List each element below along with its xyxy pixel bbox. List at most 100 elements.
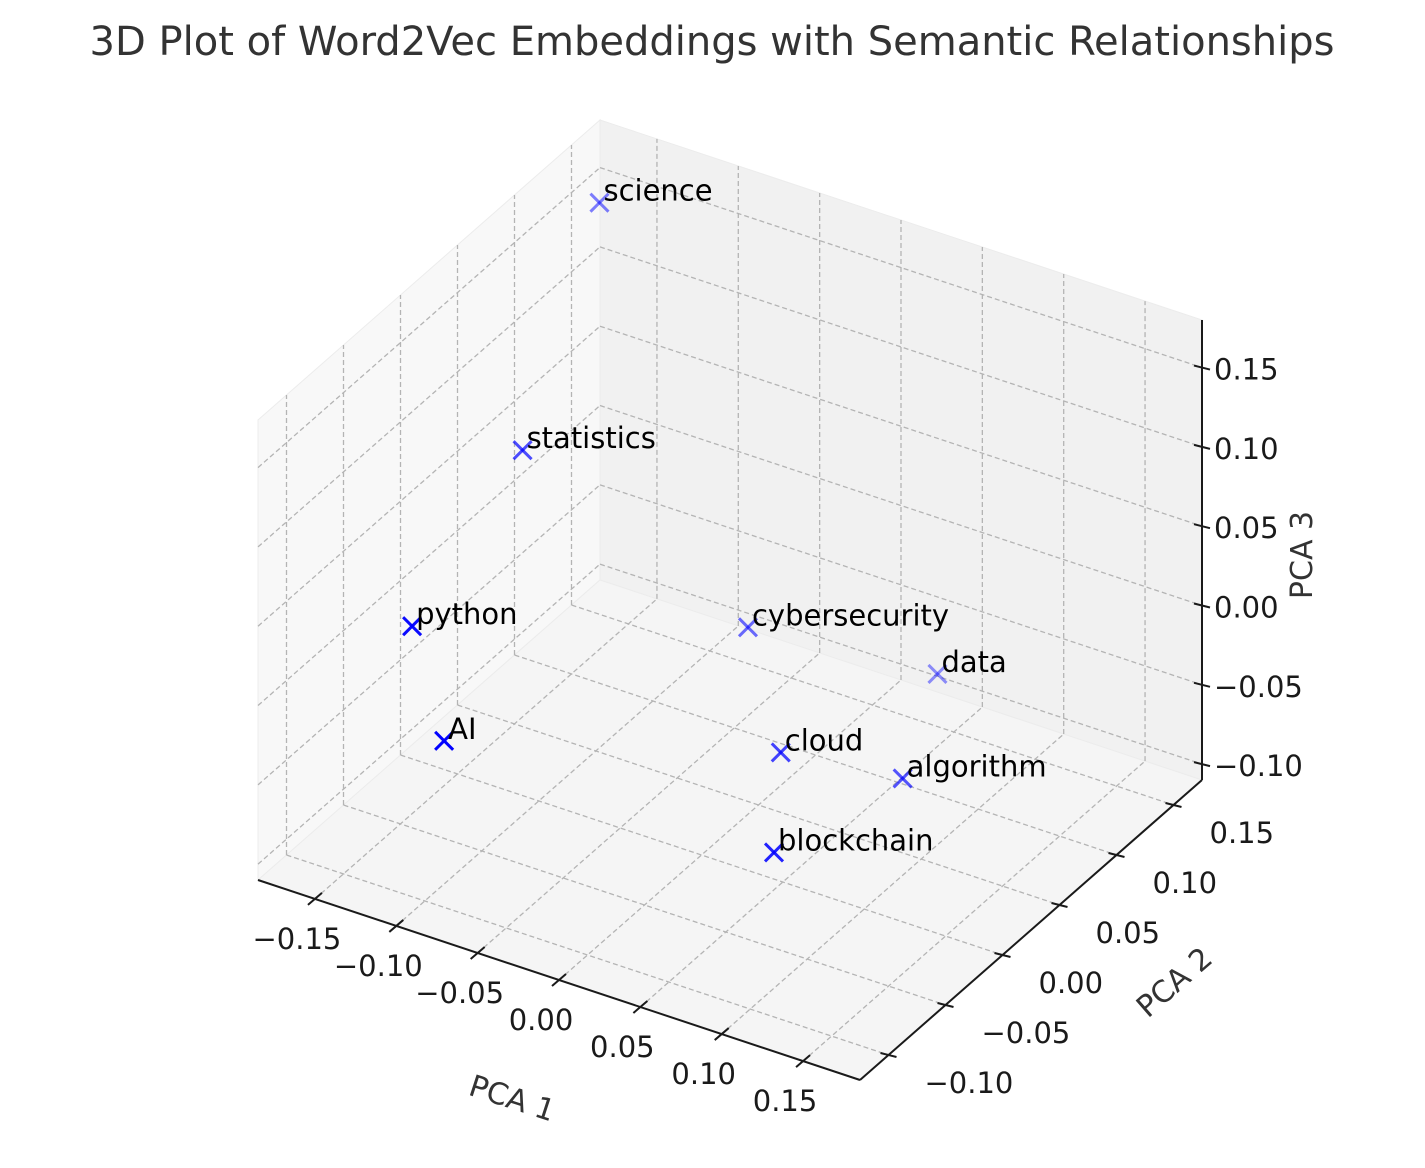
point-label: blockchain [778, 823, 933, 857]
point-label: data [941, 645, 1006, 679]
grid-z-left [257, 167, 601, 469]
grid-z-back [599, 484, 1203, 686]
grid-y-floor [343, 804, 946, 1006]
point-algorithm: algorithm [892, 749, 1047, 789]
x-tick-mark [795, 1054, 811, 1068]
point-label: statistics [527, 421, 656, 455]
y-tick-mark [1108, 852, 1125, 858]
grid-y-floor [571, 604, 1174, 806]
grid-z-back [599, 404, 1203, 607]
z-tick-label: 0.10 [1214, 432, 1279, 466]
y-tick-label: 0.00 [1039, 966, 1104, 1000]
x-tick-label: −0.05 [415, 976, 504, 1010]
grid-z-left [257, 405, 601, 707]
grid-z-back [599, 325, 1203, 527]
point-label: science [603, 174, 712, 208]
point-ai: AI [434, 712, 477, 751]
point-label: cloud [785, 723, 864, 757]
grid-x-floor [639, 706, 983, 1008]
x-tick-label: 0.10 [671, 1057, 736, 1091]
x-axis-label: PCA 1 [465, 1069, 560, 1130]
y-tick-label: 0.05 [1096, 916, 1161, 950]
y-tick-label: −0.05 [982, 1016, 1071, 1050]
y-tick-mark [994, 952, 1011, 958]
z-tick-label: 0.00 [1214, 591, 1279, 625]
y-axis-line [859, 779, 1203, 1081]
y-tick-mark [1051, 902, 1068, 908]
grid-z-left [257, 246, 601, 548]
tick-labels: −0.15−0.10−0.050.000.050.100.15−0.10−0.0… [253, 353, 1303, 1118]
x-tick-label: 0.15 [753, 1084, 818, 1118]
axis-lines [257, 320, 1211, 1081]
z-tick-mark [1193, 602, 1211, 609]
y-axis-label: PCA 2 [1130, 941, 1220, 1025]
z-tick-mark [1193, 443, 1211, 450]
grid-x-floor [314, 598, 658, 900]
grid-y-floor [514, 654, 1117, 856]
point-marker [737, 617, 759, 638]
grid-x-floor [477, 652, 821, 954]
z-tick-mark [1193, 681, 1211, 688]
grid-x-floor [395, 625, 739, 927]
point-marker [927, 663, 948, 685]
grid-y-floor [457, 704, 1060, 906]
z-tick-label: −0.10 [1214, 749, 1303, 783]
x-tick-mark [388, 919, 404, 933]
point-label: cybersecurity [752, 598, 949, 632]
x-tick-label: −0.15 [253, 922, 342, 956]
y-tick-label: 0.10 [1153, 866, 1218, 900]
data-points: science statistics python AI cybersecurity cl… [402, 174, 1047, 863]
grid-z-back [599, 563, 1203, 765]
grid-z-left [257, 325, 601, 627]
grid-y-floor [286, 854, 889, 1056]
z-tick-mark [1193, 364, 1211, 371]
x-tick-mark [551, 973, 567, 987]
point-science: science [589, 174, 713, 213]
point-label: algorithm [907, 749, 1047, 783]
z-tick-label: 0.15 [1214, 353, 1279, 387]
x-tick-label: −0.10 [334, 949, 423, 983]
point-blockchain: blockchain [763, 823, 933, 863]
y-tick-mark [937, 1002, 954, 1008]
y-tick-label: −0.10 [925, 1066, 1014, 1100]
axis-panes [257, 118, 1203, 1081]
point-marker [763, 842, 785, 863]
x-tick-mark [307, 892, 323, 906]
point-cloud: cloud [770, 723, 864, 763]
z-tick-label: 0.05 [1214, 511, 1279, 545]
x-tick-label: 0.05 [590, 1030, 655, 1064]
point-marker [402, 616, 423, 637]
x-tick-mark [714, 1027, 730, 1041]
y-tick-mark [880, 1052, 897, 1058]
point-marker [927, 663, 948, 685]
x-tick-mark [632, 1000, 649, 1014]
point-cybersecurity: cybersecurity [737, 598, 949, 638]
point-marker [589, 192, 610, 213]
grid-y-floor [400, 754, 1003, 956]
point-label: AI [448, 712, 476, 746]
z-tick-label: −0.05 [1214, 670, 1303, 704]
point-statistics: statistics [512, 421, 656, 461]
grid-z-left [257, 484, 601, 786]
point-data: data [927, 645, 1007, 685]
grid-lines [257, 138, 1203, 1062]
grid-z-back [599, 246, 1203, 448]
point-marker [434, 730, 455, 751]
point-python: python [402, 597, 518, 637]
z-tick-mark [1193, 523, 1211, 530]
z-tick-mark [1193, 761, 1211, 768]
grid-x-floor [558, 679, 902, 981]
grid-z-left [257, 563, 601, 865]
y-tick-mark [1165, 802, 1182, 808]
point-marker [892, 768, 913, 789]
grid-z-back [599, 166, 1203, 369]
chart-title: 3D Plot of Word2Vec Embeddings with Sema… [90, 19, 1335, 65]
x-tick-mark [469, 946, 486, 960]
point-marker [770, 742, 791, 763]
grid-x-floor [802, 760, 1146, 1062]
point-marker [512, 440, 533, 461]
grid-x-floor [721, 733, 1065, 1035]
point-label: python [416, 597, 517, 631]
z-axis-label: PCA 3 [1285, 511, 1320, 599]
